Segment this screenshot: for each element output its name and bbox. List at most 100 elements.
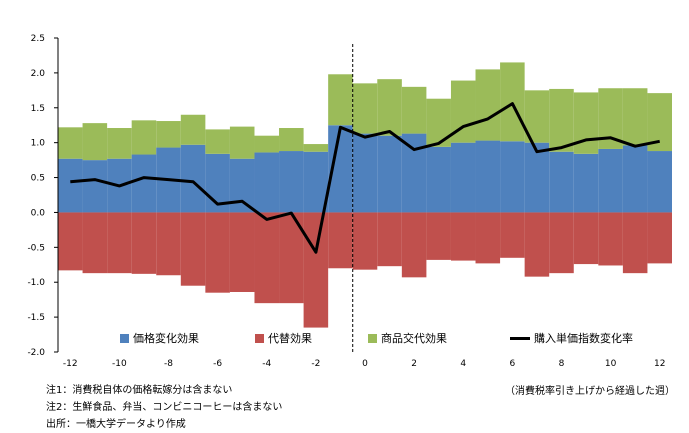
bar-product-turnover-effect (352, 83, 378, 134)
bar-product-turnover-effect (500, 62, 525, 142)
bar-substitution-effect (573, 212, 599, 265)
x-tick-label: -8 (164, 359, 173, 369)
bar-price-effect (377, 135, 402, 213)
bar-price-effect (82, 160, 108, 213)
bar-product-turnover-effect (328, 74, 353, 126)
bar-price-effect (524, 142, 550, 213)
x-axis-label: （消費税率引き上げから経過した週） (505, 386, 675, 397)
bar-substitution-effect (107, 212, 132, 274)
bar-substitution-effect (549, 212, 574, 274)
y-tick-label: 1.0 (31, 139, 46, 149)
bar-price-effect (58, 158, 83, 213)
bar-substitution-effect (352, 212, 378, 270)
bar-substitution-effect (131, 212, 157, 274)
x-tick-label: -2 (311, 359, 320, 369)
x-tick-label: 0 (362, 359, 368, 369)
bars-layer (58, 62, 672, 328)
bar-substitution-effect (303, 212, 329, 328)
x-tick-label: 6 (509, 359, 515, 369)
ticks-layer: 2.5 2.0 1.5 1.0 0.5 0.0 -0.5 -1.0 -1.5 -2.0 -12 -10… (27, 34, 665, 369)
bar-product-turnover-effect (303, 144, 329, 152)
legend-swatch-product-turnover (368, 333, 377, 343)
legend-item-unit-price-index: 購入単価指数変化率 (510, 330, 633, 346)
bar-price-effect (131, 154, 157, 213)
bar-price-effect (229, 158, 255, 213)
x-tick-label: 12 (654, 359, 665, 369)
bar-substitution-effect (156, 212, 181, 276)
bar-product-turnover-effect (549, 88, 574, 152)
bar-product-turnover-effect (107, 128, 132, 159)
bar-product-turnover-effect (229, 126, 255, 159)
x-tick-label: 10 (605, 359, 617, 369)
y-tick-label: -1.0 (27, 278, 45, 288)
bar-substitution-effect (524, 212, 550, 277)
bar-product-turnover-effect (254, 135, 280, 153)
legend-label-unit-price-index: 購入単価指数変化率 (534, 332, 633, 345)
bar-product-turnover-effect (377, 79, 402, 136)
bar-substitution-effect (401, 212, 427, 278)
bar-product-turnover-effect (131, 120, 157, 155)
note-1: 注1：消費税自体の価格転嫁分は含まない (46, 385, 233, 396)
x-tick-label: -6 (213, 359, 222, 369)
bar-product-turnover-effect (647, 93, 672, 152)
legend-item-price: 価格変化効果 (120, 330, 199, 346)
bar-substitution-effect (205, 212, 230, 293)
bar-product-turnover-effect (180, 114, 206, 145)
line-layer (70, 102, 660, 254)
note-2: 注2：生鮮食品、弁当、コンビニコーヒーは含まない (46, 402, 283, 413)
legend-label-product-turnover: 商品交代効果 (381, 332, 447, 345)
bar-price-effect (279, 151, 304, 213)
legend-label-substitution: 代替効果 (268, 332, 312, 345)
source-note: 出所：一橋大学データより作成 (46, 419, 186, 430)
legend-item-substitution: 代替効果 (255, 330, 312, 346)
y-tick-label: 1.5 (31, 104, 45, 114)
y-tick-label: -1.5 (27, 313, 45, 323)
bar-price-effect (475, 140, 501, 213)
bar-price-effect (500, 141, 525, 213)
legend-line-unit-price-index (510, 336, 530, 340)
bar-product-turnover-effect (156, 121, 181, 148)
bar-price-effect (254, 152, 280, 213)
bar-product-turnover-effect (82, 123, 108, 161)
x-tick-label: -4 (262, 359, 271, 369)
y-tick-label: 0.5 (31, 174, 45, 184)
bar-substitution-effect (328, 212, 353, 269)
bar-price-effect (450, 142, 476, 213)
legend-swatch-price (120, 333, 129, 343)
bar-substitution-effect (647, 212, 672, 264)
bar-product-turnover-effect (205, 129, 230, 154)
bar-price-effect (352, 133, 378, 213)
bar-substitution-effect (426, 212, 451, 260)
x-tick-label: 4 (460, 359, 466, 369)
bar-substitution-effect (82, 212, 108, 274)
bar-substitution-effect (180, 212, 206, 286)
y-tick-label: -0.5 (27, 243, 45, 253)
line-unit-price-index (70, 102, 660, 254)
bar-product-turnover-effect (573, 92, 599, 154)
bar-price-effect (426, 146, 451, 213)
bar-price-effect (573, 153, 599, 213)
x-tick-label: -12 (63, 359, 78, 369)
legend-item-product-turnover: 商品交代効果 (368, 330, 447, 346)
bar-price-effect (647, 151, 672, 213)
y-tick-label: 2.0 (31, 69, 46, 79)
axes-layer (54, 37, 354, 353)
bar-substitution-effect (377, 212, 402, 267)
legend: 価格変化効果 代替効果 商品交代効果 購入単価指数変化率 (120, 330, 680, 348)
legend-swatch-substitution (255, 333, 264, 343)
bar-product-turnover-effect (401, 86, 427, 134)
bar-price-effect (180, 144, 206, 213)
bar-product-turnover-effect (279, 128, 304, 152)
bar-product-turnover-effect (426, 98, 451, 147)
bar-product-turnover-effect (622, 88, 648, 146)
bar-price-effect (598, 148, 623, 213)
bar-price-effect (549, 151, 574, 213)
notes: 注1：消費税自体の価格転嫁分は含まない 注2：生鮮食品、弁当、コンビニコーヒーは… (46, 382, 282, 433)
bar-price-effect (401, 133, 427, 213)
bar-product-turnover-effect (58, 127, 83, 159)
bar-substitution-effect (450, 212, 476, 261)
bar-substitution-effect (229, 212, 255, 292)
x-tick-label: 8 (559, 359, 565, 369)
x-tick-label: -10 (112, 359, 127, 369)
